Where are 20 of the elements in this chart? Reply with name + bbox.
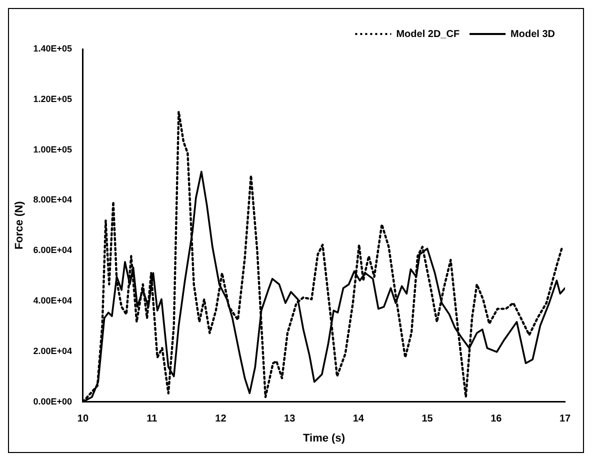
y-tick-label: 6.00E+04 — [33, 245, 72, 256]
legend-label: Model 3D — [510, 28, 556, 40]
x-tick-label: 12 — [215, 414, 227, 425]
x-tick-label: 10 — [77, 414, 89, 425]
x-axis-title: Time (s) — [303, 432, 346, 444]
y-tick-label: 1.20E+05 — [33, 94, 72, 104]
y-tick-label: 0.00E+00 — [33, 396, 72, 406]
y-tick-label: 1.00E+05 — [33, 144, 72, 154]
y-axis-title: Force (N) — [14, 200, 26, 250]
x-tick-label: 11 — [146, 414, 158, 425]
y-tick-label: 2.00E+04 — [33, 346, 72, 356]
x-tick-label: 14 — [352, 414, 364, 425]
y-tick-label: 8.00E+04 — [33, 194, 72, 205]
x-tick-label: 15 — [422, 414, 434, 425]
x-tick-label: 16 — [490, 414, 502, 425]
y-tick-label: 4.00E+04 — [33, 295, 72, 306]
x-tick-label: 13 — [284, 414, 296, 425]
y-tick-label: 1.40E+05 — [33, 43, 72, 54]
x-tick-label: 17 — [559, 414, 571, 425]
legend-label: Model 2D_CF — [396, 28, 460, 40]
